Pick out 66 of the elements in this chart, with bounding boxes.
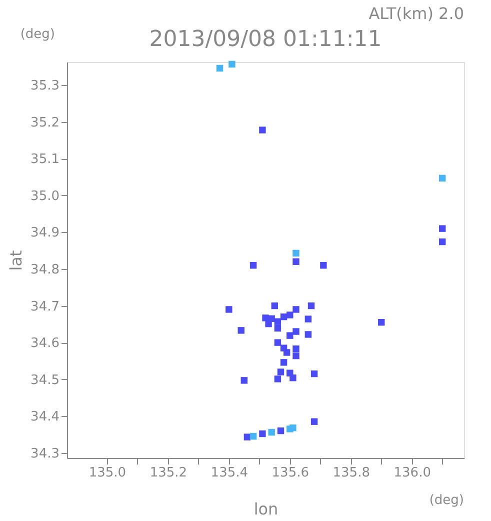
point xyxy=(238,327,244,334)
y-tick-label: 35.0 xyxy=(30,188,60,204)
point xyxy=(226,306,232,313)
point xyxy=(290,424,296,432)
y-axis-title: lat xyxy=(6,250,26,271)
point xyxy=(262,314,269,322)
point xyxy=(320,262,327,269)
y-tick-label: 34.9 xyxy=(30,226,60,241)
point xyxy=(292,250,300,257)
point xyxy=(310,418,318,425)
point xyxy=(292,345,300,352)
point xyxy=(274,339,282,346)
y-tick-label: 35.1 xyxy=(30,152,60,168)
y-tick-label: 34.7 xyxy=(30,299,60,314)
point xyxy=(216,64,224,72)
x-tick-label: 135.8 xyxy=(332,466,370,480)
y-tick-label: 34.6 xyxy=(30,336,60,352)
point xyxy=(308,302,315,310)
point xyxy=(286,312,294,318)
x-tick-label: 135.2 xyxy=(150,466,188,480)
point xyxy=(310,370,318,378)
y-tick-label: 35.3 xyxy=(30,78,60,94)
point xyxy=(240,377,248,384)
point xyxy=(274,376,282,382)
point xyxy=(292,328,300,335)
point xyxy=(228,60,236,68)
point xyxy=(265,320,272,328)
point xyxy=(292,352,300,360)
y-tick-label: 34.4 xyxy=(30,410,60,425)
point xyxy=(259,430,266,438)
text: ALT(km) 2.0 xyxy=(368,4,464,23)
point xyxy=(304,331,312,338)
point xyxy=(250,262,257,269)
point xyxy=(259,126,266,134)
point xyxy=(283,349,290,356)
point xyxy=(286,332,294,339)
point xyxy=(438,238,446,246)
point xyxy=(292,258,300,266)
y-tick-label: 34.3 xyxy=(30,446,60,462)
point xyxy=(438,174,446,182)
x-tick-label: 135.4 xyxy=(210,466,248,480)
x-tick-label: 136.0 xyxy=(394,466,431,480)
chart-title: 2013/09/08 01:11:11 xyxy=(149,27,382,52)
x-axis-title: lon xyxy=(254,500,278,518)
y-tick-label: 34.5 xyxy=(30,372,60,388)
text: (deg) xyxy=(20,27,55,42)
point xyxy=(378,318,385,326)
point xyxy=(277,427,284,434)
point xyxy=(304,316,312,322)
y-tick-label: 35.2 xyxy=(30,115,60,130)
y-tick-label: 34.8 xyxy=(30,262,60,278)
point xyxy=(274,318,282,325)
point xyxy=(250,432,257,440)
point xyxy=(271,302,278,310)
point xyxy=(438,225,446,232)
point xyxy=(274,324,282,332)
text: (deg) xyxy=(429,493,464,508)
point xyxy=(292,306,300,313)
point xyxy=(268,428,275,436)
point xyxy=(277,368,284,376)
point xyxy=(280,313,288,320)
x-tick-label: 135.6 xyxy=(272,466,310,480)
point xyxy=(280,359,288,366)
point xyxy=(290,374,296,382)
point xyxy=(244,434,251,440)
x-tick-label: 135.0 xyxy=(88,466,126,480)
